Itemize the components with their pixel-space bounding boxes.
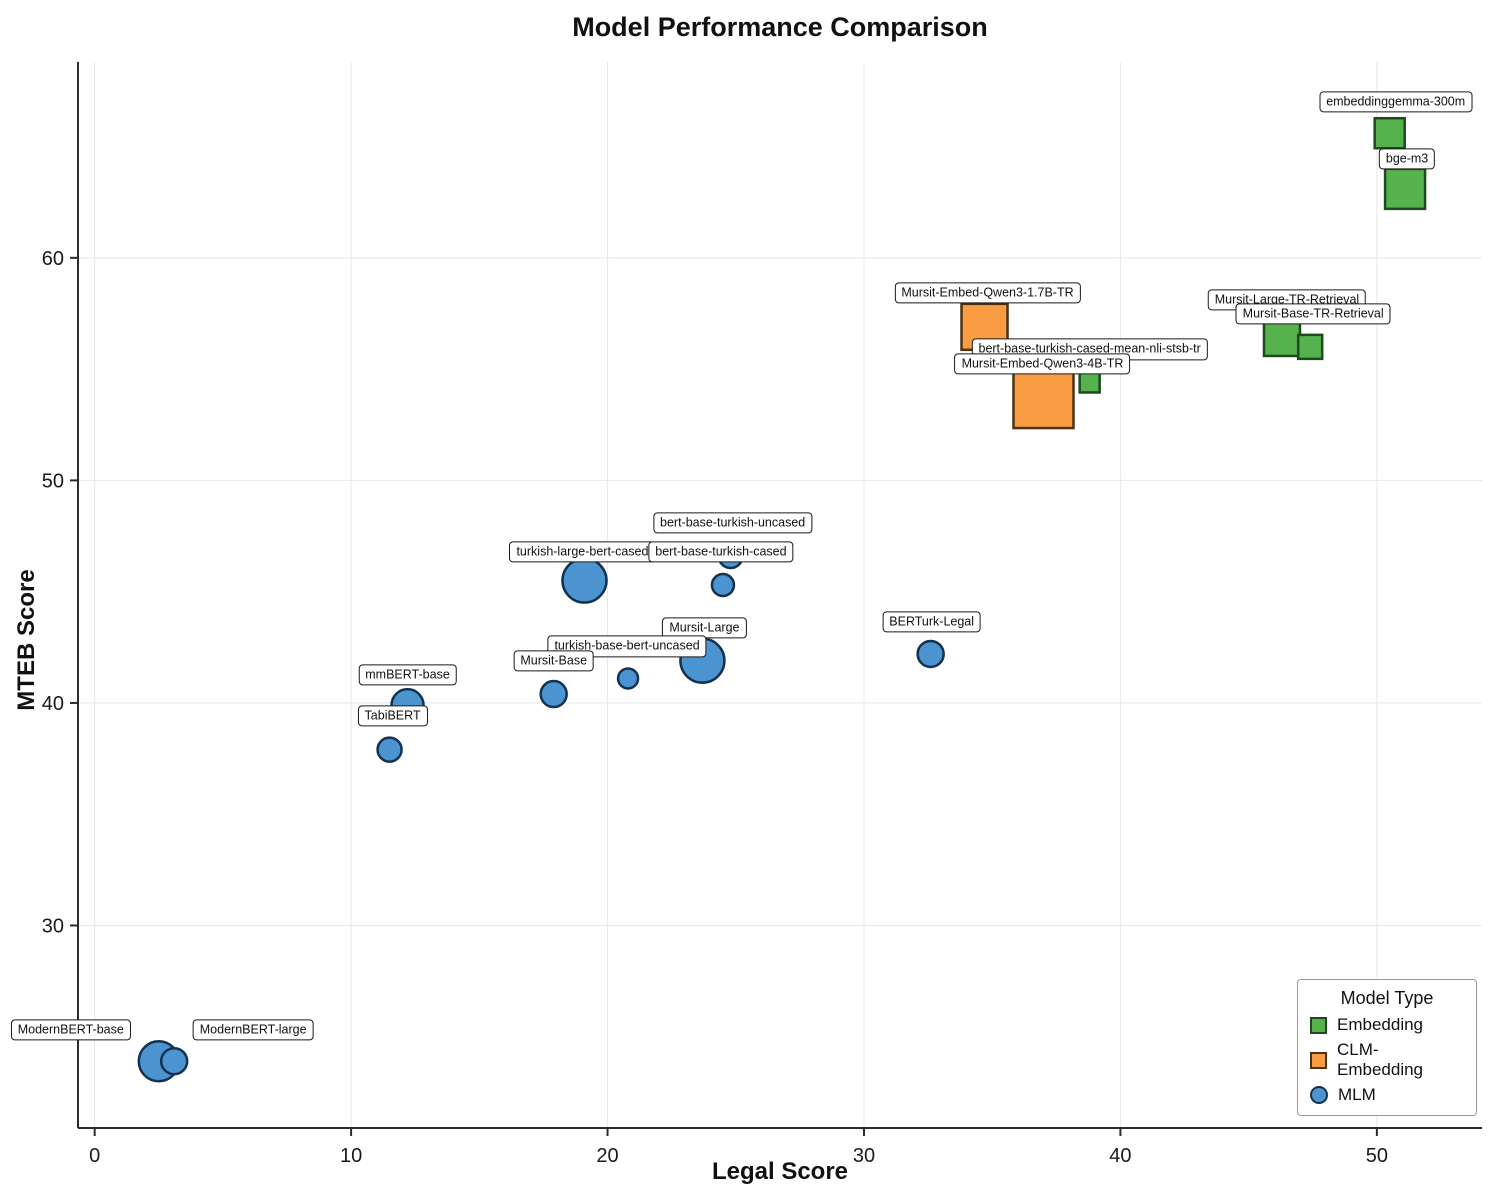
point-turkish-large-bert-cased [561, 557, 608, 604]
clm-embedding-square-icon [1310, 1051, 1327, 1069]
point-Mursit-Large-TR-Retrieval [1262, 318, 1302, 358]
legend-title: Model Type [1340, 988, 1434, 1008]
point-bert-base-turkish-cased-mean-nli-stsb-tr [1078, 371, 1101, 394]
legend-item-embedding: Embedding [1310, 1015, 1464, 1035]
point-bert-base-turkish-cased [710, 572, 736, 598]
point-Mursit-Embed-Qwen3-4B-TR [1012, 366, 1075, 430]
x-tick-label: 0 [89, 1145, 100, 1167]
legend-label-mlm: MLM [1338, 1085, 1376, 1104]
point-BERTurk-Legal [916, 639, 945, 669]
legend: Model Type Embedding CLM-Embedding MLM [1297, 979, 1477, 1116]
chart-title: Model Performance Comparison [572, 12, 988, 42]
y-tick-label: 40 [42, 693, 64, 715]
point-turkish-base-bert-uncased [616, 667, 640, 690]
point-Mursit-Base-TR-Retrieval [1296, 333, 1324, 361]
point-embeddinggemma-300m [1373, 116, 1406, 150]
point-ModernBERT-large [159, 1046, 189, 1076]
x-tick-label: 50 [1366, 1145, 1388, 1167]
y-tick-label: 50 [42, 470, 64, 492]
y-axis-label: MTEB Score [13, 569, 40, 711]
x-axis-label: Legal Score [711, 1158, 849, 1185]
x-tick-label: 20 [596, 1145, 618, 1167]
legend-label-clm-embedding: CLM-Embedding [1337, 1040, 1424, 1079]
point-Mursit-Base [539, 679, 568, 709]
x-tick-label: 40 [1109, 1145, 1131, 1167]
point-bert-base-turkish-uncased [717, 542, 744, 570]
point-TabiBERT [376, 736, 403, 763]
mlm-circle-icon [1310, 1086, 1328, 1104]
embedding-square-icon [1310, 1016, 1327, 1034]
point-bge-m3 [1383, 167, 1427, 211]
legend-label-embedding: Embedding [1337, 1015, 1424, 1034]
point-Mursit-Embed-Qwen3-1.7B-TR [960, 302, 1009, 352]
point-Mursit-Large [679, 637, 726, 684]
x-tick-label: 30 [853, 1145, 875, 1167]
legend-item-clm-embedding: CLM-Embedding [1310, 1040, 1464, 1080]
point-mmBERT-base [390, 687, 425, 723]
legend-item-mlm: MLM [1310, 1085, 1464, 1105]
y-tick-label: 30 [42, 915, 64, 937]
y-tick-label: 60 [42, 248, 64, 270]
x-tick-label: 10 [340, 1145, 362, 1167]
